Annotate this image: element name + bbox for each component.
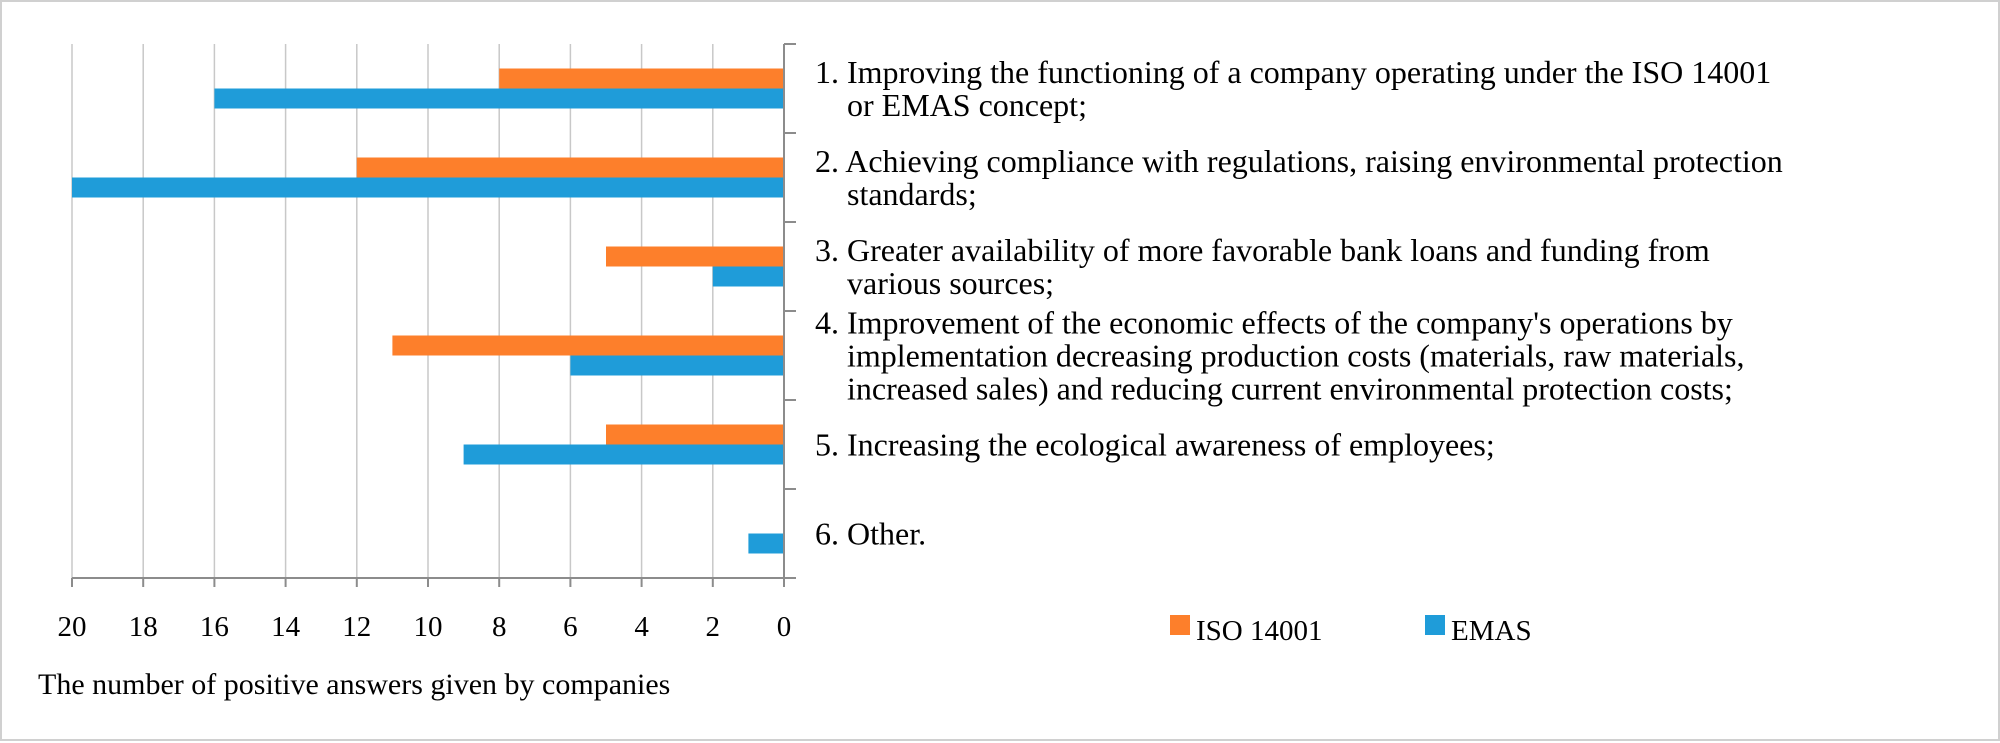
x-tick-label: 14 — [271, 611, 301, 643]
x-tick-label: 18 — [129, 611, 158, 643]
bar-iso-14001-2 — [356, 157, 784, 178]
bar-emas-1 — [214, 88, 784, 109]
category-label-4: 4. Improvement of the economic effects o… — [815, 305, 1744, 407]
legend-swatch-emas — [1425, 615, 1445, 635]
bar-emas-2 — [72, 177, 784, 198]
category-label-1: 1. Improving the functioning of a compan… — [815, 54, 1771, 123]
bar-emas-4 — [570, 355, 784, 376]
category-labels: 1. Improving the functioning of a compan… — [815, 54, 1783, 552]
legend-label-iso14001: ISO 14001 — [1196, 615, 1322, 647]
bar-emas-6 — [748, 533, 784, 554]
bars — [72, 68, 784, 554]
legend-label-emas: EMAS — [1451, 615, 1532, 647]
legend: ISO 14001 EMAS — [1170, 615, 1532, 647]
legend-swatch-iso14001 — [1170, 615, 1190, 635]
x-tick-label: 12 — [342, 611, 371, 643]
bar-iso-14001-4 — [392, 335, 784, 356]
grid-lines — [71, 44, 785, 578]
category-label-2: 2. Achieving compliance with regulations… — [815, 143, 1783, 212]
x-tick-label: 2 — [706, 611, 721, 643]
value-axis: 20 18 16 14 12 10 8 6 4 2 0 — [58, 43, 796, 643]
x-axis-title: The number of positive answers given by … — [38, 668, 670, 701]
bar-emas-3 — [712, 266, 784, 287]
category-label-6: 6. Other. — [815, 516, 926, 552]
x-tick-label: 16 — [200, 611, 229, 643]
x-tick-label: 20 — [58, 611, 87, 643]
bar-iso-14001-3 — [606, 246, 784, 267]
x-tick-label: 4 — [634, 611, 649, 643]
bar-iso-14001-5 — [606, 424, 784, 445]
category-label-3: 3. Greater availability of more favorabl… — [815, 232, 1710, 301]
x-tick-label: 10 — [414, 611, 443, 643]
bar-iso-14001-1 — [499, 68, 784, 89]
x-tick-label: 0 — [777, 611, 792, 643]
bar-emas-5 — [463, 444, 784, 465]
category-label-5: 5. Increasing the ecological awareness o… — [815, 427, 1495, 463]
x-tick-label: 6 — [563, 611, 578, 643]
x-tick-label: 8 — [492, 611, 507, 643]
